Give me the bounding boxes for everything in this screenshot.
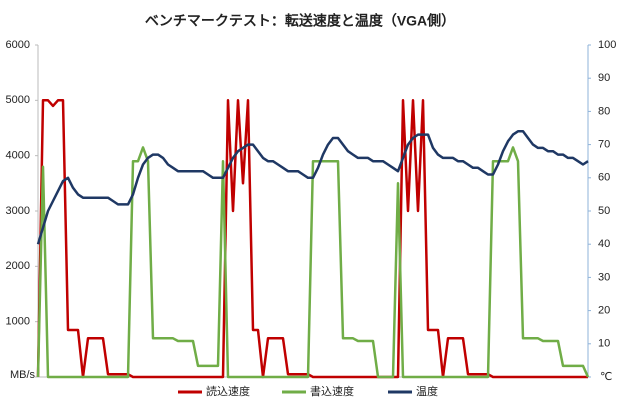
y2-tick-label: 60 — [598, 172, 610, 184]
legend-label: 温度 — [416, 384, 438, 398]
y-tick-label: 1000 — [6, 316, 30, 328]
series-line — [36, 99, 588, 379]
y2-tick-label: 70 — [598, 139, 610, 151]
legend-label: 読込速度 — [206, 384, 250, 398]
y2-tick-label: 40 — [598, 238, 610, 250]
y-axis-label: MB/s — [10, 369, 36, 381]
y2-tick-label: 90 — [598, 72, 610, 84]
y2-tick-label: 80 — [598, 105, 610, 117]
y-tick-label: 6000 — [6, 39, 30, 51]
y2-tick-label: 20 — [598, 305, 610, 317]
y2-axis-label: ℃ — [600, 371, 612, 383]
y2-tick-label: 100 — [598, 39, 616, 51]
y2-tick-label: 50 — [598, 205, 610, 217]
series-line — [36, 130, 589, 245]
series-line — [36, 146, 590, 379]
y2-tick-label: 10 — [598, 338, 610, 350]
chart-title: ベンチマークテスト：転送速度と温度（VGA側） — [145, 13, 455, 29]
y2-tick-label: 30 — [598, 271, 610, 283]
y-tick-label: 2000 — [6, 260, 30, 272]
y-tick-label: 5000 — [6, 94, 30, 106]
y-tick-label: 4000 — [6, 150, 30, 162]
legend-label: 書込速度 — [310, 384, 354, 398]
y-tick-label: 3000 — [6, 205, 30, 217]
